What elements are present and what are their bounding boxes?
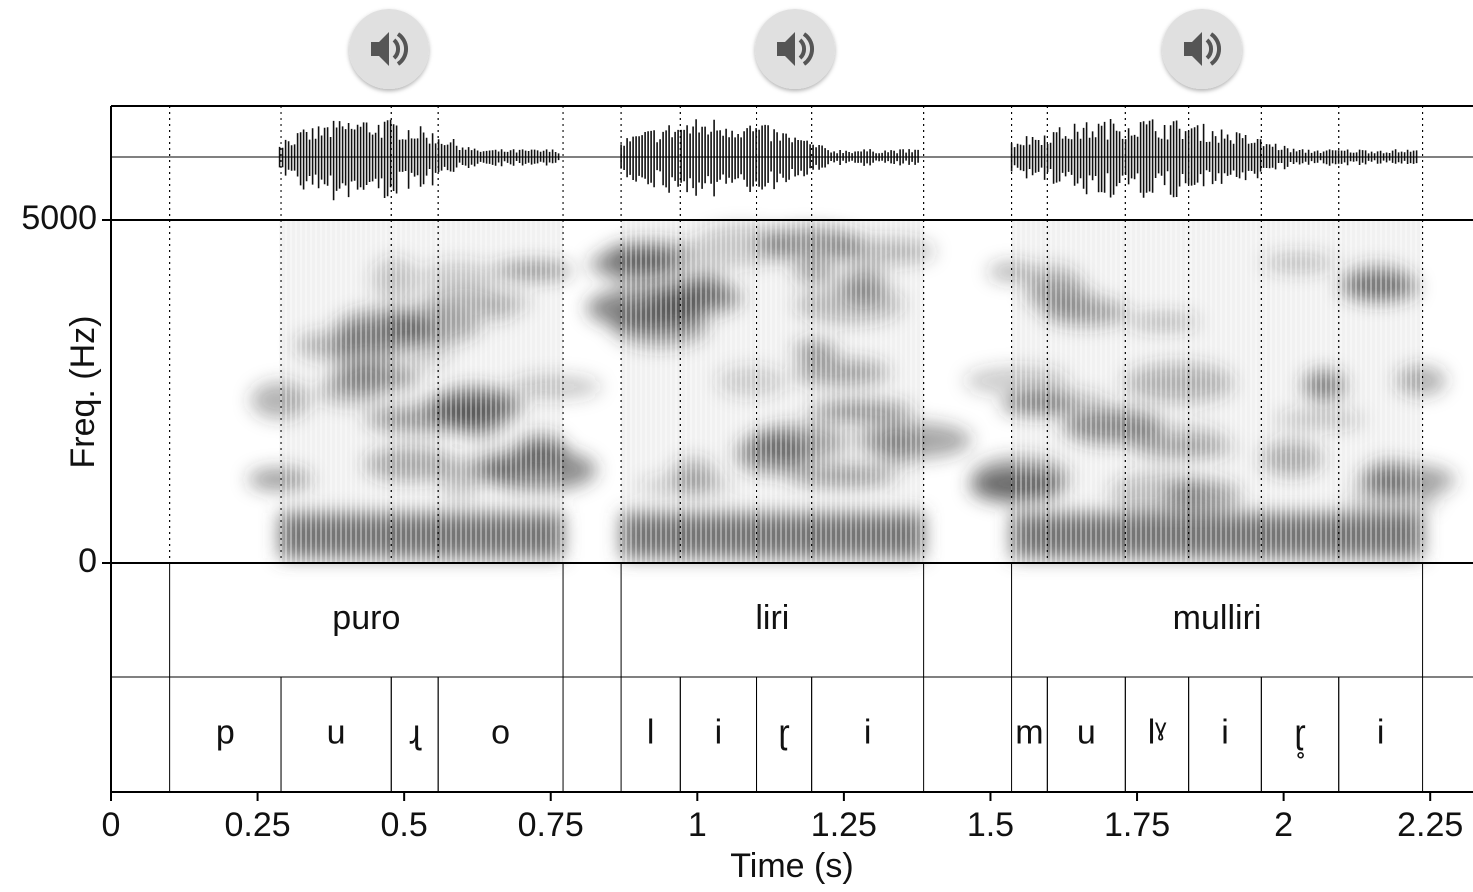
interval-label: l [647, 713, 655, 751]
x-tick-label: 1.75 [1104, 806, 1170, 844]
x-tick-label: 0 [102, 806, 121, 844]
interval-label: liri [755, 599, 789, 637]
striation [1012, 220, 1423, 563]
interval-label: ɽ̥ [1294, 713, 1305, 759]
x-tick-label: 0.5 [381, 806, 428, 844]
y-tick-label: 0 [78, 542, 97, 580]
waveform-trace [1012, 119, 1417, 198]
striation [621, 220, 924, 563]
x-tick-label: 0.25 [224, 806, 290, 844]
interval-label: puro [332, 599, 400, 637]
interval-label: i [864, 713, 872, 751]
figure: Freq. (Hz) Time (s) puro liri mulliri p u ɻ o l… [0, 0, 1473, 892]
play-buttons [349, 9, 1242, 89]
y-tick-label: 5000 [21, 199, 97, 237]
waveform [280, 119, 1417, 200]
x-axis-label: Time (s) [730, 847, 853, 885]
interval-label: i [715, 713, 723, 751]
interval-label: mulliri [1173, 599, 1262, 637]
x-tick-label: 2.25 [1397, 806, 1463, 844]
interval-label: lˠ [1148, 713, 1168, 751]
interval-label: u [1077, 713, 1096, 751]
interval-label: u [327, 713, 346, 751]
striation [280, 220, 563, 563]
waveform-trace [280, 120, 559, 201]
x-tick-label: 2 [1274, 806, 1293, 844]
play-button[interactable] [349, 9, 429, 89]
interval-label: i [1377, 713, 1385, 751]
interval-label: i [1221, 713, 1229, 751]
spectrogram [248, 220, 1455, 563]
interval-label: o [491, 713, 510, 751]
play-button[interactable] [755, 9, 835, 89]
interval-label: ɽ [778, 713, 789, 751]
interval-label: p [216, 713, 235, 751]
play-button[interactable] [1162, 9, 1242, 89]
waveform-trace [621, 119, 918, 196]
x-tick-label: 1.5 [967, 806, 1014, 844]
x-tick-label: 1 [688, 806, 707, 844]
interval-label: m [1015, 713, 1043, 751]
x-tick-label: 0.75 [518, 806, 584, 844]
y-axis-label: Freq. (Hz) [64, 316, 102, 469]
interval-label: ɻ [409, 713, 422, 751]
x-tick-label: 1.25 [811, 806, 877, 844]
